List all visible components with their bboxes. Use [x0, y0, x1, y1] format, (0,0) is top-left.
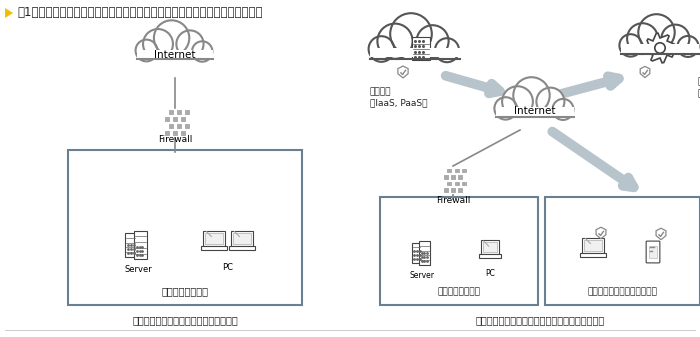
FancyBboxPatch shape	[649, 246, 657, 258]
FancyBboxPatch shape	[450, 187, 456, 192]
FancyBboxPatch shape	[176, 123, 182, 128]
FancyBboxPatch shape	[172, 130, 178, 135]
FancyBboxPatch shape	[580, 253, 606, 257]
FancyBboxPatch shape	[454, 181, 460, 186]
FancyBboxPatch shape	[442, 174, 449, 180]
Circle shape	[654, 43, 665, 53]
FancyBboxPatch shape	[134, 231, 147, 259]
FancyBboxPatch shape	[68, 150, 302, 305]
Text: Firewall: Firewall	[158, 135, 192, 145]
FancyBboxPatch shape	[481, 240, 499, 254]
Circle shape	[494, 97, 517, 120]
FancyBboxPatch shape	[230, 246, 255, 250]
FancyBboxPatch shape	[167, 123, 174, 128]
FancyBboxPatch shape	[461, 168, 467, 173]
Text: 企業ネットワーク: 企業ネットワーク	[438, 287, 480, 296]
FancyBboxPatch shape	[202, 246, 227, 250]
FancyBboxPatch shape	[620, 43, 700, 54]
FancyBboxPatch shape	[461, 181, 467, 186]
PathPatch shape	[398, 66, 408, 78]
FancyBboxPatch shape	[204, 231, 225, 246]
FancyBboxPatch shape	[494, 106, 575, 117]
FancyBboxPatch shape	[370, 48, 460, 57]
FancyBboxPatch shape	[412, 243, 421, 263]
FancyBboxPatch shape	[621, 44, 699, 53]
Circle shape	[502, 86, 533, 117]
PathPatch shape	[640, 66, 650, 78]
FancyBboxPatch shape	[183, 109, 190, 115]
FancyBboxPatch shape	[454, 168, 460, 173]
FancyBboxPatch shape	[172, 116, 178, 122]
FancyBboxPatch shape	[482, 242, 498, 252]
FancyBboxPatch shape	[205, 233, 223, 244]
FancyBboxPatch shape	[369, 46, 461, 59]
FancyBboxPatch shape	[125, 233, 136, 257]
PathPatch shape	[596, 227, 606, 239]
Text: オンプレミス環境でのセキュリティ対策: オンプレミス環境でのセキュリティ対策	[132, 315, 238, 325]
Circle shape	[435, 38, 459, 62]
Circle shape	[662, 25, 690, 53]
PathPatch shape	[656, 228, 666, 240]
FancyBboxPatch shape	[380, 197, 538, 305]
Circle shape	[678, 36, 699, 57]
Circle shape	[136, 40, 158, 61]
FancyBboxPatch shape	[179, 116, 186, 122]
FancyBboxPatch shape	[457, 174, 463, 180]
Text: 図1　オンプレミス環境とクラウド・モバイル活用におけるセキュリティ対策: 図1 オンプレミス環境とクラウド・モバイル活用におけるセキュリティ対策	[17, 6, 262, 20]
FancyBboxPatch shape	[232, 231, 253, 246]
Circle shape	[513, 77, 550, 114]
Circle shape	[536, 88, 564, 116]
FancyBboxPatch shape	[446, 181, 452, 186]
Circle shape	[638, 14, 675, 51]
Text: （SaaS）: （SaaS）	[698, 89, 700, 97]
Text: PC: PC	[485, 269, 495, 278]
FancyBboxPatch shape	[584, 240, 601, 251]
Circle shape	[192, 41, 212, 62]
Circle shape	[143, 29, 173, 59]
FancyBboxPatch shape	[545, 197, 700, 305]
Text: （IaaS, PaaS）: （IaaS, PaaS）	[370, 98, 428, 108]
Text: PC: PC	[223, 263, 234, 272]
FancyBboxPatch shape	[137, 50, 213, 58]
FancyBboxPatch shape	[412, 36, 430, 60]
Circle shape	[369, 36, 394, 62]
Circle shape	[377, 24, 412, 59]
FancyBboxPatch shape	[419, 241, 430, 265]
Circle shape	[552, 99, 573, 120]
FancyBboxPatch shape	[442, 187, 449, 192]
FancyBboxPatch shape	[167, 109, 174, 115]
FancyBboxPatch shape	[646, 241, 660, 263]
Circle shape	[176, 30, 204, 58]
Text: Server: Server	[410, 271, 435, 280]
Circle shape	[620, 34, 642, 57]
FancyBboxPatch shape	[582, 238, 603, 253]
Circle shape	[627, 23, 658, 54]
FancyBboxPatch shape	[164, 130, 170, 135]
Text: 企業ネットワーク: 企業ネットワーク	[162, 286, 209, 296]
Text: クラウド: クラウド	[698, 78, 700, 87]
Circle shape	[416, 25, 449, 57]
FancyBboxPatch shape	[233, 233, 251, 244]
FancyBboxPatch shape	[479, 254, 501, 258]
FancyBboxPatch shape	[496, 108, 574, 116]
FancyBboxPatch shape	[446, 168, 452, 173]
Circle shape	[390, 13, 432, 55]
Text: Firewall: Firewall	[436, 196, 470, 205]
FancyBboxPatch shape	[176, 109, 182, 115]
FancyBboxPatch shape	[450, 174, 456, 180]
Text: Server: Server	[124, 265, 152, 274]
FancyBboxPatch shape	[136, 48, 214, 59]
Circle shape	[154, 20, 189, 56]
Polygon shape	[5, 8, 13, 18]
FancyBboxPatch shape	[183, 123, 190, 128]
Text: クラウド: クラウド	[370, 88, 391, 96]
FancyBboxPatch shape	[164, 116, 170, 122]
Text: クラウド・モバイルの活用時のセキュリティ対策: クラウド・モバイルの活用時のセキュリティ対策	[475, 315, 605, 325]
Text: Internet: Internet	[154, 50, 196, 60]
Text: Internet: Internet	[514, 106, 556, 116]
FancyBboxPatch shape	[457, 187, 463, 192]
Polygon shape	[645, 33, 675, 63]
FancyBboxPatch shape	[179, 130, 186, 135]
Text: リモートオフィス（自宅等）: リモートオフィス（自宅等）	[587, 287, 657, 296]
